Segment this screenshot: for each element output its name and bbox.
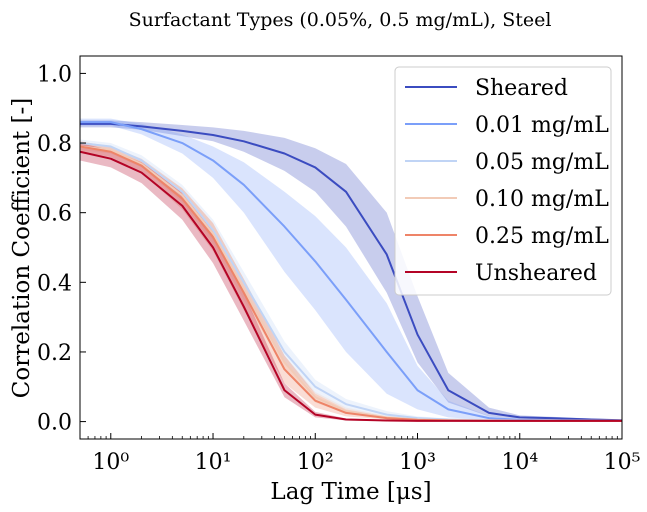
line-unsheared xyxy=(79,150,622,422)
x-axis-ticks: 10⁰ 10¹ 10² 10³ 10⁴ 10⁵ xyxy=(79,433,641,475)
y-tick-label: 0.0 xyxy=(37,411,72,436)
legend-label-0-01-mg-ml: 0.01 mg/mL xyxy=(475,113,609,138)
x-tick-label: 10² xyxy=(297,450,334,475)
y-tick-label: 0.2 xyxy=(37,341,72,366)
y-tick-label: 0.8 xyxy=(37,132,72,157)
y-tick-label: 0.6 xyxy=(37,202,72,227)
chart-title: Surfactant Types (0.05%, 0.5 mg/mL), Ste… xyxy=(129,9,552,31)
x-tick-label: 10⁴ xyxy=(501,450,538,475)
y-axis-label: Correlation Coefficient [-] xyxy=(9,98,35,398)
legend: Sheared 0.01 mg/mL 0.05 mg/mL 0.10 mg/mL 0.2… xyxy=(394,66,612,296)
y-axis-ticks: 0.0 0.2 0.4 0.6 0.8 1.0 xyxy=(37,62,86,436)
band-sheared xyxy=(80,120,622,421)
x-tick-label: 10¹ xyxy=(195,450,232,475)
x-tick-label: 10⁰ xyxy=(92,450,129,475)
y-tick-label: 0.4 xyxy=(37,271,72,296)
legend-label-unsheared: Unsheared xyxy=(475,261,597,286)
legend-label-0-05-mg-ml: 0.05 mg/mL xyxy=(475,150,609,175)
band-0-01-mg-ml xyxy=(80,118,622,422)
legend-label-0-10-mg-ml: 0.10 mg/mL xyxy=(475,187,609,212)
x-tick-label: 10⁵ xyxy=(604,450,641,475)
series-lines xyxy=(79,121,623,422)
plot-frame xyxy=(79,55,623,440)
legend-label-sheared: Sheared xyxy=(475,76,568,101)
x-axis-label: Lag Time [μs] xyxy=(270,479,431,505)
y-tick-label: 1.0 xyxy=(37,62,72,87)
band-unsheared xyxy=(80,143,622,422)
confidence-bands xyxy=(80,118,622,422)
line-sheared xyxy=(80,122,623,422)
legend-label-0-25-mg-ml: 0.25 mg/mL xyxy=(475,224,609,249)
x-tick-label: 10³ xyxy=(399,450,436,475)
